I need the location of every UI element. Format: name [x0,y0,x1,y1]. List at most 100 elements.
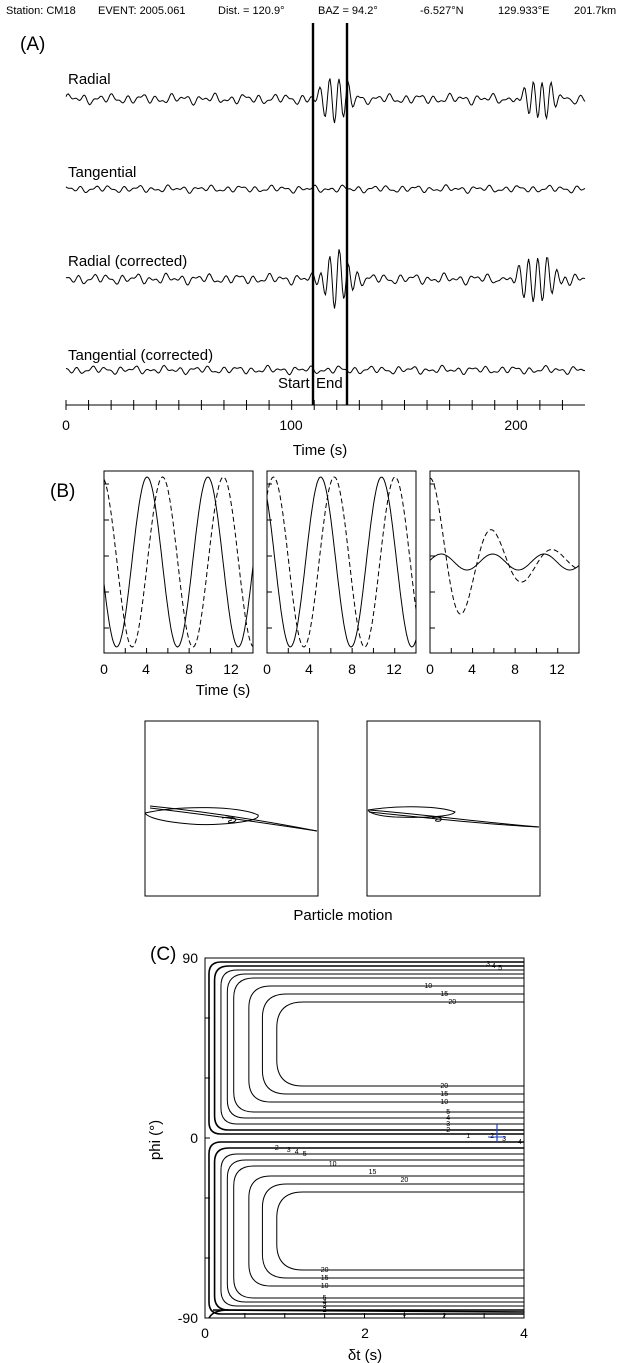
contour-upper-20 [276,1001,524,1087]
b-box-1 [103,470,254,654]
contour-label: 15 [321,1275,329,1282]
b2-tick-4: 4 [305,661,313,677]
b3-tick-8: 8 [511,661,519,677]
panel-b: (B) 0 4 8 12 0 4 8 12 0 4 8 12 Time (s) [50,470,580,924]
b-box-2 [266,470,417,654]
b2-tick-8: 8 [348,661,356,677]
contour-label: 15 [369,1169,377,1176]
contour-upper-1 [208,961,524,1135]
a-tick-0: 0 [62,417,70,433]
contour-label: 1 [466,1133,470,1140]
c-ytick-0: 0 [190,1130,198,1146]
pm-box-1 [144,720,319,897]
contour-upper-4 [226,973,524,1119]
c-axis-ticks [204,957,525,1319]
panel-b-letter: (B) [50,481,75,502]
a-tick-100: 100 [279,417,303,433]
contour-label: 2 [446,1127,450,1134]
trace-tangential-corrected [65,364,586,376]
contour-label: 15 [440,1091,448,1098]
trace-radial [65,78,586,124]
contour-lower-20 [276,1191,524,1271]
contour-label: 10 [329,1161,337,1168]
c-xlabel: δt (s) [348,1347,382,1363]
event-text: EVENT: 2005.061 [98,5,185,17]
contour-label: 3 [323,1303,327,1310]
contour-label: 10 [424,983,432,990]
trace-label-radial-corrected: Radial (corrected) [68,253,187,270]
trace-label-tangential-corrected: Tangential (corrected) [68,347,213,364]
trace-label-radial: Radial [68,71,111,88]
baz-text: BAZ = 94.2° [318,5,378,17]
pm-curve-1 [144,805,318,832]
depth-text: 201.7km [574,5,616,17]
trace-tangential [65,184,586,194]
b2-tick-0: 0 [263,661,271,677]
contour-upper-10 [248,985,524,1103]
contour-lower-1 [208,1141,524,1315]
header: Station: CM18 EVENT: 2005.061 Dist. = 12… [6,5,616,17]
contour-label: 4 [295,1149,299,1156]
contour-label: 3 [486,961,490,968]
contour-label: 15 [440,991,448,998]
panel-c-letter: (C) [150,944,176,965]
c-ytick-neg90: -90 [178,1310,198,1326]
b1-dashed-wave [103,476,254,648]
contour-label: 4 [446,1115,450,1122]
contour-label: 20 [448,999,456,1006]
contour-label: 20 [321,1267,329,1274]
contour-label: 4 [492,963,496,970]
contour-bottom-band [212,1309,525,1313]
b1-tick-8: 8 [185,661,193,677]
lat-text: -6.527°N [420,5,464,17]
b2-tick-12: 12 [386,661,402,677]
contour-labels: 3451015202015105432123423451015202015105… [275,961,522,1320]
contour-label: 10 [440,1099,448,1106]
a-tick-200: 200 [504,417,528,433]
contour-label: 3 [287,1147,291,1154]
contour-label: 3 [502,1136,506,1143]
time-axis-a-ticks [65,400,563,410]
contour-label: 4 [518,1139,522,1146]
panel-a: (A) Radial Tangential Radial (corrected)… [20,23,586,459]
dist-text: Dist. = 120.9° [218,5,284,17]
contour-bottom-corner [208,1309,229,1319]
b1-tick-0: 0 [100,661,108,677]
contour-upper-2 [213,965,524,1131]
b-box-3 [429,470,580,654]
contour-label: 2 [323,1307,327,1314]
b1-tick-12: 12 [223,661,239,677]
contour-upper-15 [261,993,524,1095]
a-xlabel: Time (s) [293,442,347,459]
c-xtick-4: 4 [520,1325,528,1341]
contour-upper-3 [220,969,524,1125]
c-ylabel: phi (°) [147,1120,164,1160]
contour-label: 10 [321,1283,329,1290]
contour-lower-2 [213,1147,524,1311]
lon-text: 129.933°E [498,5,550,17]
c-xtick-0: 0 [201,1325,209,1341]
contour-lower-5 [233,1165,524,1299]
contour-lower-3 [220,1153,524,1307]
contour-label: 5 [498,965,502,972]
trace-radial-corrected [65,249,586,309]
b3-tick-12: 12 [549,661,565,677]
contour-label: 5 [303,1151,307,1158]
b1-solid-wave [103,476,254,648]
contour-label: 3 [446,1121,450,1128]
panel-c: (C) 345101520201510543212342345101520201… [147,944,528,1363]
contour-lower-15 [261,1183,524,1279]
b3-tick-4: 4 [468,661,476,677]
start-label: Start [278,375,311,392]
b3-solid-wave [429,553,580,571]
contour-upper-5 [233,977,524,1113]
contour-label: 20 [440,1083,448,1090]
contour-lower-4 [226,1159,524,1303]
c-xtick-2: 2 [361,1325,369,1341]
b3-tick-0: 0 [426,661,434,677]
panel-a-letter: (A) [20,34,45,55]
contour-label: 5 [446,1109,450,1116]
station-text: Station: CM18 [6,5,76,17]
c-ytick-90: 90 [182,950,198,966]
